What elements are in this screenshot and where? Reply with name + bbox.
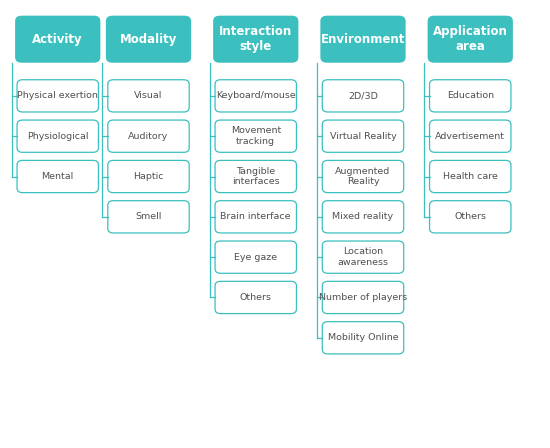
- FancyBboxPatch shape: [322, 120, 404, 152]
- FancyBboxPatch shape: [430, 160, 511, 193]
- Text: Auditory: Auditory: [128, 132, 169, 141]
- FancyBboxPatch shape: [215, 241, 296, 273]
- Text: Health care: Health care: [443, 172, 498, 181]
- FancyBboxPatch shape: [322, 322, 404, 354]
- FancyBboxPatch shape: [215, 160, 296, 193]
- Text: Activity: Activity: [32, 33, 83, 46]
- Text: Haptic: Haptic: [133, 172, 164, 181]
- Text: Tangible
interfaces: Tangible interfaces: [232, 167, 279, 186]
- FancyBboxPatch shape: [430, 120, 511, 152]
- FancyBboxPatch shape: [17, 160, 98, 193]
- Text: Modality: Modality: [120, 33, 177, 46]
- Text: Interaction
style: Interaction style: [219, 25, 293, 53]
- Text: Mental: Mental: [42, 172, 74, 181]
- Text: Advertisement: Advertisement: [435, 132, 505, 141]
- Text: Mixed reality: Mixed reality: [332, 212, 394, 221]
- Text: Virtual Reality: Virtual Reality: [329, 132, 397, 141]
- FancyBboxPatch shape: [215, 120, 296, 152]
- Text: Environment: Environment: [321, 33, 405, 46]
- FancyBboxPatch shape: [17, 80, 98, 112]
- Text: Eye gaze: Eye gaze: [234, 253, 277, 262]
- FancyBboxPatch shape: [17, 120, 98, 152]
- FancyBboxPatch shape: [215, 80, 296, 112]
- FancyBboxPatch shape: [106, 16, 191, 63]
- Text: Brain interface: Brain interface: [221, 212, 291, 221]
- FancyBboxPatch shape: [213, 16, 298, 63]
- Text: 2D/3D: 2D/3D: [348, 91, 378, 100]
- FancyBboxPatch shape: [322, 160, 404, 193]
- FancyBboxPatch shape: [322, 241, 404, 273]
- Text: Physiological: Physiological: [27, 132, 89, 141]
- FancyBboxPatch shape: [108, 80, 189, 112]
- FancyBboxPatch shape: [428, 16, 513, 63]
- Text: Education: Education: [447, 91, 494, 100]
- FancyBboxPatch shape: [322, 80, 404, 112]
- Text: Location
awareness: Location awareness: [338, 247, 388, 267]
- FancyBboxPatch shape: [215, 281, 296, 314]
- FancyBboxPatch shape: [430, 80, 511, 112]
- FancyBboxPatch shape: [108, 160, 189, 193]
- Text: Others: Others: [240, 293, 272, 302]
- FancyBboxPatch shape: [320, 16, 406, 63]
- FancyBboxPatch shape: [322, 201, 404, 233]
- Text: Augmented
Reality: Augmented Reality: [336, 167, 390, 186]
- Text: Mobility Online: Mobility Online: [328, 333, 398, 342]
- Text: Others: Others: [454, 212, 486, 221]
- Text: Physical exertion: Physical exertion: [17, 91, 98, 100]
- Text: Application
area: Application area: [433, 25, 508, 53]
- Text: Keyboard/mouse: Keyboard/mouse: [216, 91, 296, 100]
- FancyBboxPatch shape: [108, 201, 189, 233]
- FancyBboxPatch shape: [108, 120, 189, 152]
- FancyBboxPatch shape: [215, 201, 296, 233]
- Text: Movement
tracking: Movement tracking: [230, 126, 281, 146]
- FancyBboxPatch shape: [15, 16, 100, 63]
- FancyBboxPatch shape: [322, 281, 404, 314]
- Text: Visual: Visual: [134, 91, 163, 100]
- Text: Smell: Smell: [135, 212, 162, 221]
- FancyBboxPatch shape: [430, 201, 511, 233]
- Text: Number of players: Number of players: [319, 293, 407, 302]
